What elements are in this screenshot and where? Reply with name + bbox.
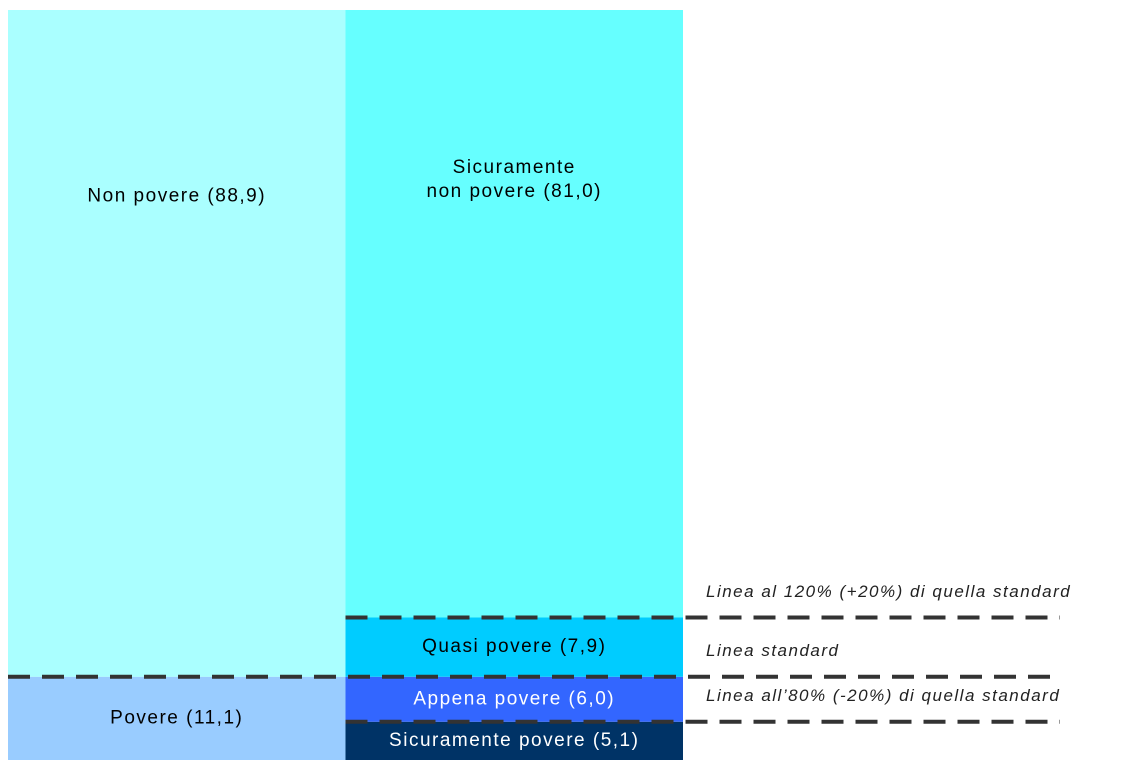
- bar-segment: [8, 676, 346, 760]
- bar-segment: [345, 10, 683, 618]
- segment-label: Non povere (88,9): [87, 186, 266, 207]
- segment-label-line: Quasi povere (7,9): [422, 636, 606, 657]
- bar-segment: [8, 10, 346, 677]
- segment-label: Appena povere (6,0): [413, 688, 615, 709]
- threshold-label: Linea standard: [706, 641, 839, 660]
- segment-label: Sicuramente non povere (81,0): [427, 157, 603, 202]
- segment-label-line: non povere (81,0): [427, 181, 603, 202]
- bar-segment: [345, 721, 683, 760]
- segment-label-line: Povere (11,1): [110, 707, 243, 728]
- segment-label-line: Sicuramente povere (5,1): [389, 730, 639, 751]
- threshold-label: Linea all’80% (-20%) di quella standard: [706, 686, 1060, 705]
- segment-label-line: Non povere (88,9): [87, 186, 266, 207]
- segment-label: Sicuramente povere (5,1): [389, 730, 639, 751]
- segment-label: Quasi povere (7,9): [422, 636, 606, 657]
- bar-segment: [345, 676, 683, 722]
- segment-label-line: Sicuramente: [453, 157, 576, 178]
- threshold-label: Linea al 120% (+20%) di quella standard: [706, 582, 1071, 601]
- bar-segment: [345, 617, 683, 677]
- segment-label: Povere (11,1): [110, 707, 243, 728]
- segment-label-line: Appena povere (6,0): [413, 688, 615, 709]
